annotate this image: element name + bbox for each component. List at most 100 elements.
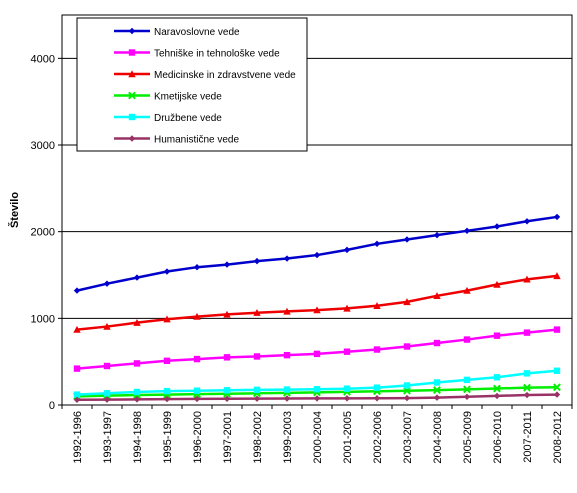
data-point: [433, 231, 441, 239]
data-point: [283, 351, 291, 359]
x-tick-label: 1993-1997: [102, 411, 114, 464]
x-tick-label: 2004-2008: [432, 411, 444, 464]
x-tick-label: 2002-2006: [372, 411, 384, 464]
data-point: [103, 390, 111, 397]
data-point: [163, 395, 171, 403]
data-point: [403, 298, 411, 306]
series-group: [73, 213, 561, 403]
data-point: [493, 374, 501, 381]
data-point: [553, 391, 561, 398]
data-point: [193, 387, 201, 394]
legend-marker: [128, 70, 136, 78]
data-point: [133, 318, 141, 326]
legend-item-4: Družbene vede: [114, 113, 222, 124]
legend-label: Tehniške in tehnološke vede: [154, 49, 280, 60]
data-point: [133, 388, 141, 396]
data-point: [463, 376, 471, 384]
data-point: [343, 385, 351, 392]
data-point: [193, 395, 201, 403]
data-point: [373, 346, 381, 353]
data-point: [223, 310, 231, 318]
x-tick-label: 2007-2011: [522, 411, 534, 463]
x-tick-label: 1999-2003: [282, 411, 294, 464]
data-point: [343, 348, 351, 355]
data-point: [493, 332, 501, 339]
data-point: [373, 240, 381, 247]
legend-label: Naravoslovne vede: [154, 27, 240, 38]
data-point: [253, 309, 261, 316]
legend-label: Medicinske in zdravstvene vede: [154, 70, 296, 81]
data-point: [373, 384, 381, 391]
data-point: [493, 280, 501, 288]
data-point: [523, 329, 531, 336]
data-point: [433, 379, 441, 386]
data-point: [343, 304, 351, 312]
legend-marker: [128, 113, 136, 121]
data-point: [313, 386, 321, 393]
data-point: [163, 357, 171, 364]
data-point: [223, 354, 231, 361]
y-tick-label: 1000: [31, 313, 55, 325]
data-point: [523, 370, 531, 377]
data-point: [553, 272, 561, 280]
data-point: [313, 251, 321, 259]
x-tick-label: 1992-1996: [72, 411, 84, 464]
legend-item-1: Tehniške in tehnološke vede: [114, 49, 280, 60]
legend-item-0: Naravoslovne vede: [114, 27, 240, 38]
data-point: [253, 386, 261, 394]
data-point: [433, 386, 441, 395]
legend-marker: [128, 135, 136, 142]
y-axis-label: Število: [8, 192, 21, 228]
x-axis-ticks: 1992-1996 1993-1997 1994-1998 1995-1999 1996…: [61, 405, 573, 464]
data-point: [193, 264, 201, 271]
data-point: [133, 274, 141, 281]
data-point: [433, 292, 441, 299]
x-tick-label: 2001-2005: [342, 411, 354, 464]
data-point: [73, 365, 81, 372]
legend-label: Družbene vede: [154, 113, 222, 124]
x-tick-label: 2005-2009: [462, 411, 474, 464]
x-tick-label: 1997-2001: [222, 411, 234, 464]
legend-item-2: Medicinske in zdravstvene vede: [114, 70, 296, 81]
legend-marker: [128, 49, 136, 56]
x-tick-label: 1994-1998: [132, 411, 144, 464]
series-line-2: [76, 274, 558, 331]
data-point: [463, 393, 471, 400]
data-point: [73, 287, 81, 294]
data-point: [193, 355, 201, 363]
y-axis-ticks: 0 1000 2000 3000 4000: [31, 53, 62, 412]
data-point: [343, 246, 351, 254]
data-point: [433, 339, 441, 347]
data-point: [463, 385, 471, 394]
data-point: [523, 275, 531, 283]
data-point: [313, 395, 321, 402]
data-point: [403, 382, 411, 389]
y-tick-label: 0: [49, 400, 55, 412]
data-point: [253, 395, 261, 402]
legend-item-3: Kmetijske vede: [114, 92, 222, 103]
data-point: [523, 218, 531, 225]
data-point: [403, 394, 411, 402]
x-tick-label: 1995-1999: [162, 411, 174, 464]
series-1: [73, 326, 561, 372]
data-point: [253, 353, 261, 360]
legend-marker: [128, 27, 136, 35]
data-point: [283, 386, 291, 393]
series-5: [73, 391, 561, 403]
data-point: [253, 257, 261, 265]
data-point: [163, 268, 171, 275]
y-tick-label: 3000: [31, 140, 55, 152]
data-point: [373, 395, 381, 402]
legend: Naravoslovne vede Tehniške in tehnološke …: [76, 17, 308, 152]
data-point: [403, 236, 411, 243]
data-point: [103, 362, 111, 370]
data-point: [493, 392, 501, 400]
data-point: [403, 343, 411, 350]
data-point: [283, 255, 291, 262]
data-point: [553, 367, 561, 374]
data-point: [103, 280, 111, 287]
data-point: [163, 315, 171, 323]
data-point: [493, 223, 501, 230]
x-tick-label: 2008-2012: [552, 411, 564, 464]
